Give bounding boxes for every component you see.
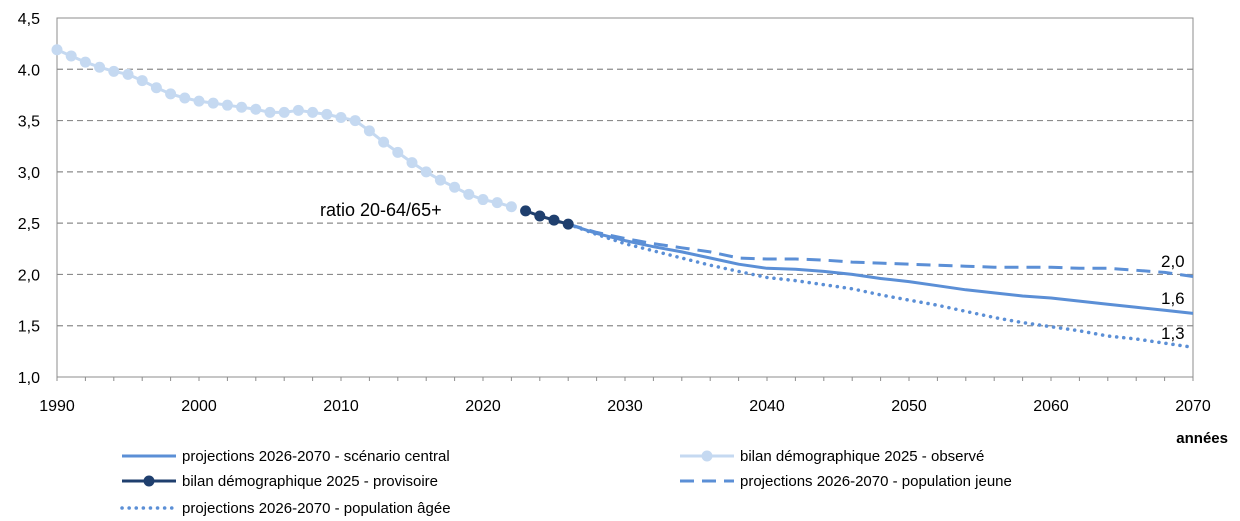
y-tick-label: 2,0 <box>18 267 40 284</box>
series-provisional-point <box>520 205 532 217</box>
x-tick-label: 2010 <box>323 398 359 415</box>
plot-frame <box>56 17 1194 378</box>
series-observed-point <box>349 115 361 127</box>
series-observed-point <box>221 99 233 111</box>
legend-item: projections 2026-2070 - population jeune <box>680 473 1012 490</box>
series-provisional-line <box>525 209 569 226</box>
series-observed-point <box>165 88 177 100</box>
series-observed-point <box>150 82 162 94</box>
y-tick-label: 3,5 <box>18 114 40 131</box>
series-young-line <box>567 222 1194 278</box>
end-label-central: 1,6 <box>1161 289 1185 308</box>
legend-label: bilan démographique 2025 - observé <box>740 448 984 465</box>
legend-item: projections 2026-2070 - scénario central <box>122 448 450 465</box>
series-observed-point <box>335 111 347 123</box>
x-axis-unit-label: années <box>1176 430 1228 447</box>
series-observed-point <box>51 44 63 56</box>
series-central-line <box>567 222 1194 315</box>
series-observed-point <box>264 106 276 118</box>
end-label-aged: 1,3 <box>1161 324 1185 343</box>
series-observed-point <box>65 50 77 62</box>
x-tick-label: 2000 <box>181 398 217 415</box>
series-provisional-point <box>562 218 574 230</box>
series-observed-point <box>378 136 390 148</box>
x-tick-label: 1990 <box>39 398 75 415</box>
series-observed-point <box>179 92 191 104</box>
y-tick-label: 1,0 <box>18 370 40 387</box>
x-tick-label: 2040 <box>749 398 785 415</box>
x-tick-label: 2030 <box>607 398 643 415</box>
series-observed-point <box>363 125 375 137</box>
series-observed-point <box>278 106 290 118</box>
series-aged-line <box>566 222 1195 350</box>
series-observed-point <box>307 106 319 118</box>
x-axis: 1990 2000 2010 2020 2030 2040 2050 2060 2070 <box>39 377 1211 415</box>
y-tick-label: 3,0 <box>18 165 40 182</box>
x-tick-label: 2020 <box>465 398 501 415</box>
y-tick-label: 2,5 <box>18 216 40 233</box>
legend-label: projections 2026-2070 - population âgée <box>182 500 451 517</box>
series-observed-point <box>207 97 219 109</box>
legend: projections 2026-2070 - scénario central… <box>120 448 1012 517</box>
x-tick-label: 2070 <box>1175 398 1211 415</box>
legend-swatch-marker <box>701 450 713 462</box>
series-observed-point <box>406 157 418 169</box>
legend-item: bilan démographique 2025 - provisoire <box>122 473 438 490</box>
series-observed-point <box>463 188 475 200</box>
series-observed-point <box>136 75 148 87</box>
legend-label: bilan démographique 2025 - provisoire <box>182 473 438 490</box>
series-observed-point <box>250 103 262 115</box>
series-observed-point <box>122 68 134 80</box>
series-layer <box>51 44 1195 350</box>
y-axis: 1,0 1,5 2,0 2,5 3,0 3,5 4.0 4,5 <box>18 11 40 387</box>
ratio-annotation: ratio 20-64/65+ <box>320 200 442 220</box>
series-observed-point <box>449 181 461 193</box>
series-observed-point <box>321 108 333 120</box>
series-provisional-point <box>534 210 546 222</box>
legend-label: projections 2026-2070 - scénario central <box>182 448 450 465</box>
series-observed-point <box>236 101 248 113</box>
series-observed-point <box>420 166 432 178</box>
series-provisional-point <box>548 214 560 226</box>
y-tick-label: 4.0 <box>18 62 40 79</box>
legend-item: projections 2026-2070 - population âgée <box>120 500 451 517</box>
series-observed-point <box>94 61 106 73</box>
series-observed-point <box>292 104 304 116</box>
legend-item: bilan démographique 2025 - observé <box>680 448 984 465</box>
series-observed-point <box>108 65 120 77</box>
y-tick-label: 4,5 <box>18 11 40 28</box>
series-observed-point <box>491 197 503 209</box>
x-tick-label: 2060 <box>1033 398 1069 415</box>
series-observed-point <box>193 95 205 107</box>
series-observed-point <box>79 56 91 68</box>
series-observed-point <box>434 174 446 186</box>
series-observed-point <box>392 146 404 158</box>
end-label-young: 2,0 <box>1161 252 1185 271</box>
x-tick-label: 2050 <box>891 398 927 415</box>
series-observed-point <box>505 201 517 213</box>
y-tick-label: 1,5 <box>18 319 40 336</box>
series-observed-point <box>477 194 489 206</box>
legend-label: projections 2026-2070 - population jeune <box>740 473 1012 490</box>
legend-swatch-marker <box>143 475 155 487</box>
